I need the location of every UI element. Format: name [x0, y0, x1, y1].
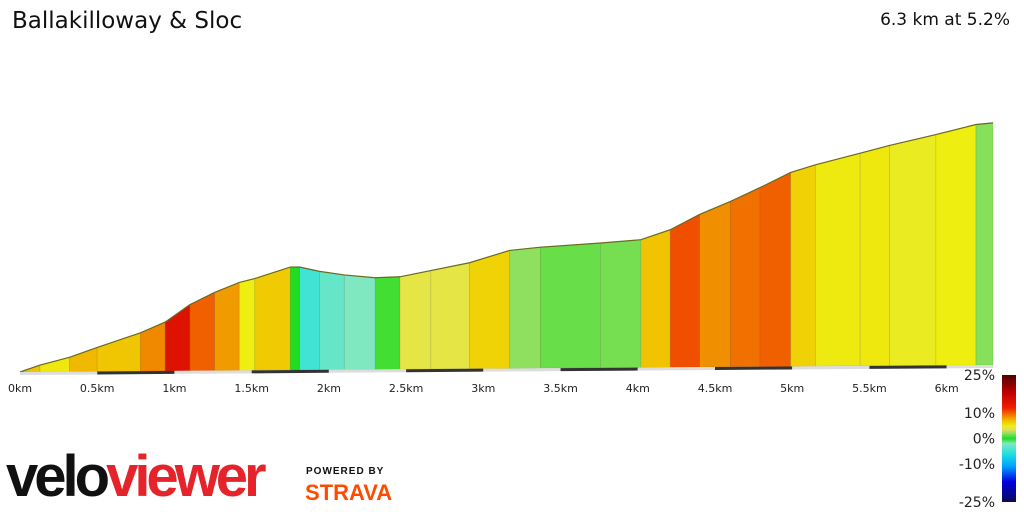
x-tick-label: 5.5km — [852, 382, 887, 395]
profile-segment — [189, 291, 216, 372]
legend-label: 25% — [964, 368, 995, 384]
profile-segment — [343, 274, 376, 371]
baseline-strip — [97, 370, 175, 375]
x-tick-label: 3.5km — [543, 382, 578, 395]
legend-label: 0% — [973, 432, 995, 448]
profile-segment — [399, 270, 432, 370]
profile-segment — [540, 242, 602, 369]
profile-segment — [790, 164, 816, 367]
profile-segment — [289, 266, 300, 371]
baseline-strip — [251, 369, 329, 374]
legend-label: 10% — [964, 406, 995, 422]
segment-summary: 6.3 km at 5.2% — [880, 10, 1010, 30]
baseline-strip — [869, 365, 947, 369]
x-tick-label: 0km — [8, 382, 32, 395]
profile-segment — [238, 278, 256, 371]
baseline-strip — [328, 369, 407, 373]
baseline-strip — [174, 370, 252, 374]
profile-segment — [469, 249, 510, 370]
baseline-strip — [637, 367, 715, 371]
profile-segment — [935, 124, 977, 366]
baseline-strip — [560, 367, 638, 372]
baseline-strip — [946, 365, 993, 369]
legend-label: -25% — [959, 495, 995, 511]
veloviewer-logo: veloviewer — [6, 444, 267, 509]
x-tick-label: 4.5km — [698, 382, 733, 395]
x-tick-label: 0.5km — [80, 382, 115, 395]
profile-segment — [96, 332, 141, 372]
baseline-strip — [406, 368, 484, 373]
profile-segment — [319, 270, 345, 371]
profile-segment — [164, 303, 191, 372]
x-tick-label: 1km — [162, 382, 186, 395]
distance-baseline — [20, 365, 993, 375]
profile-segment — [814, 152, 861, 367]
profile-segment — [69, 346, 98, 373]
profile-segment — [254, 266, 291, 371]
profile-segment — [39, 356, 70, 373]
powered-by-label: POWERED BY — [306, 466, 385, 477]
profile-segment — [889, 134, 937, 367]
profile-segment — [600, 239, 642, 369]
profile-segment — [730, 187, 761, 368]
baseline-strip — [483, 368, 561, 372]
x-tick-label: 1.5km — [234, 382, 269, 395]
x-tick-label: 2km — [317, 382, 341, 395]
profile-segment — [759, 171, 792, 368]
strava-logo: STRAVA — [305, 480, 393, 505]
profile-segment — [509, 246, 541, 369]
baseline-strip — [20, 371, 98, 375]
profile-segment — [214, 281, 240, 372]
legend-label: -10% — [959, 457, 995, 473]
x-tick-label: 5km — [780, 382, 804, 395]
profile-segment — [299, 266, 321, 371]
baseline-strip — [792, 365, 870, 370]
profile-segment — [669, 213, 700, 368]
profile-segment — [430, 262, 470, 370]
x-axis-ticks: 0km 0.5km 1km 1.5km 2km 2.5km 3km 3.5km 4km 4.5km… — [8, 382, 959, 395]
baseline-strip — [715, 366, 793, 370]
profile-segment — [640, 229, 671, 368]
profile-segments — [19, 122, 994, 373]
x-tick-label: 2.5km — [389, 382, 424, 395]
profile-segment — [374, 276, 401, 370]
segment-title: Ballakilloway & Sloc — [12, 8, 243, 34]
x-tick-label: 4km — [626, 382, 650, 395]
profile-segment — [859, 144, 890, 367]
x-tick-label: 6km — [935, 382, 959, 395]
profile-segment — [699, 200, 731, 368]
profile-segment — [975, 122, 994, 366]
gradient-legend: 25% 10% 0% -10% -25% — [959, 368, 995, 511]
profile-outline — [19, 122, 994, 373]
profile-segment — [140, 321, 166, 372]
gradient-colorbar — [1002, 375, 1016, 502]
x-tick-label: 3km — [471, 382, 495, 395]
